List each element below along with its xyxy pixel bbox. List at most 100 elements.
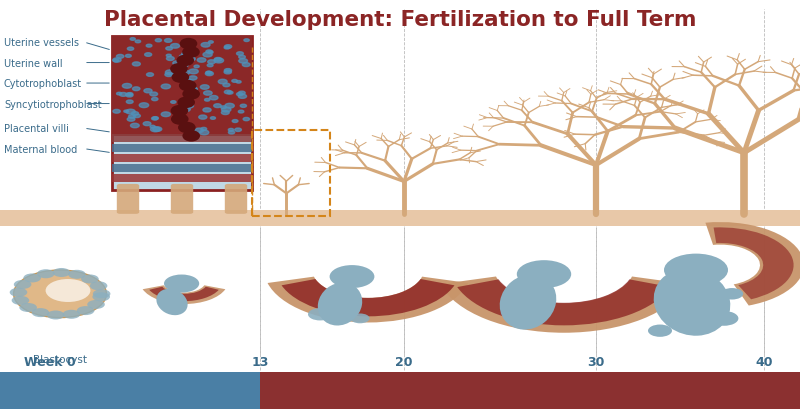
Circle shape — [648, 325, 672, 337]
Circle shape — [164, 275, 199, 293]
Circle shape — [114, 60, 118, 63]
Text: Lower O₂: Lower O₂ — [93, 383, 167, 398]
Circle shape — [127, 93, 133, 96]
Circle shape — [150, 126, 155, 129]
Circle shape — [232, 120, 238, 123]
Circle shape — [124, 111, 129, 113]
Circle shape — [127, 48, 134, 51]
Circle shape — [190, 88, 198, 92]
Circle shape — [127, 118, 135, 122]
Ellipse shape — [654, 269, 730, 336]
Ellipse shape — [156, 289, 188, 315]
Text: Maternal blood: Maternal blood — [4, 144, 78, 154]
Circle shape — [201, 128, 206, 131]
Circle shape — [180, 63, 189, 68]
Circle shape — [161, 85, 170, 90]
Circle shape — [113, 110, 120, 114]
Bar — [112, 37, 252, 190]
Wedge shape — [706, 222, 800, 306]
Circle shape — [210, 117, 215, 120]
Circle shape — [68, 270, 86, 279]
Circle shape — [228, 131, 234, 135]
Circle shape — [117, 93, 122, 96]
Text: Syncytiotrophoblast: Syncytiotrophoblast — [4, 99, 102, 109]
Circle shape — [146, 45, 152, 48]
Circle shape — [225, 45, 232, 49]
Circle shape — [206, 72, 214, 76]
Circle shape — [134, 115, 140, 118]
Text: 40: 40 — [755, 355, 773, 369]
Circle shape — [222, 111, 230, 115]
Circle shape — [166, 55, 171, 58]
Circle shape — [205, 99, 210, 102]
Circle shape — [224, 47, 230, 50]
Circle shape — [145, 54, 152, 57]
FancyBboxPatch shape — [171, 184, 193, 214]
Circle shape — [37, 270, 54, 279]
Circle shape — [153, 128, 162, 132]
Circle shape — [133, 88, 140, 92]
Circle shape — [214, 104, 222, 108]
Circle shape — [151, 117, 158, 121]
Circle shape — [195, 129, 203, 133]
Circle shape — [131, 112, 138, 116]
Circle shape — [155, 40, 162, 43]
Circle shape — [189, 70, 198, 74]
Ellipse shape — [182, 47, 200, 58]
Circle shape — [93, 290, 110, 299]
Circle shape — [237, 53, 243, 56]
Circle shape — [350, 314, 370, 324]
Circle shape — [199, 131, 209, 135]
Circle shape — [201, 43, 210, 48]
Wedge shape — [267, 277, 469, 323]
Circle shape — [46, 279, 90, 302]
Circle shape — [162, 112, 170, 117]
Ellipse shape — [182, 89, 200, 100]
Circle shape — [130, 38, 135, 41]
Bar — [112, 144, 252, 153]
Circle shape — [710, 311, 738, 326]
Bar — [112, 174, 252, 182]
Circle shape — [90, 282, 107, 291]
Circle shape — [182, 53, 190, 57]
Text: Blastocyst: Blastocyst — [33, 354, 87, 364]
Circle shape — [139, 103, 149, 108]
Text: 20: 20 — [395, 355, 413, 369]
Circle shape — [237, 93, 243, 97]
Circle shape — [232, 80, 238, 83]
Circle shape — [166, 71, 175, 76]
Circle shape — [242, 63, 250, 67]
Circle shape — [87, 300, 105, 309]
Circle shape — [721, 288, 743, 300]
Ellipse shape — [170, 106, 188, 117]
Bar — [112, 154, 252, 162]
Circle shape — [198, 116, 207, 120]
Circle shape — [517, 261, 571, 288]
Circle shape — [182, 105, 188, 108]
Wedge shape — [149, 287, 219, 301]
Text: 13: 13 — [251, 355, 269, 369]
Circle shape — [189, 76, 197, 81]
Circle shape — [206, 72, 212, 75]
Circle shape — [126, 101, 133, 104]
Circle shape — [224, 91, 231, 94]
Circle shape — [173, 62, 182, 66]
Circle shape — [166, 47, 173, 51]
Circle shape — [151, 98, 158, 101]
Circle shape — [53, 268, 70, 277]
Circle shape — [23, 274, 41, 283]
Bar — [0, 211, 800, 226]
Circle shape — [227, 92, 233, 95]
Circle shape — [200, 85, 209, 90]
Circle shape — [32, 308, 50, 317]
Circle shape — [47, 311, 65, 320]
Circle shape — [203, 108, 211, 113]
Text: Higher O₂: Higher O₂ — [490, 383, 570, 398]
Circle shape — [206, 51, 212, 54]
Ellipse shape — [178, 122, 196, 134]
Circle shape — [180, 109, 186, 112]
Circle shape — [186, 80, 193, 84]
Circle shape — [165, 40, 172, 43]
Circle shape — [150, 128, 160, 133]
Circle shape — [225, 104, 234, 109]
